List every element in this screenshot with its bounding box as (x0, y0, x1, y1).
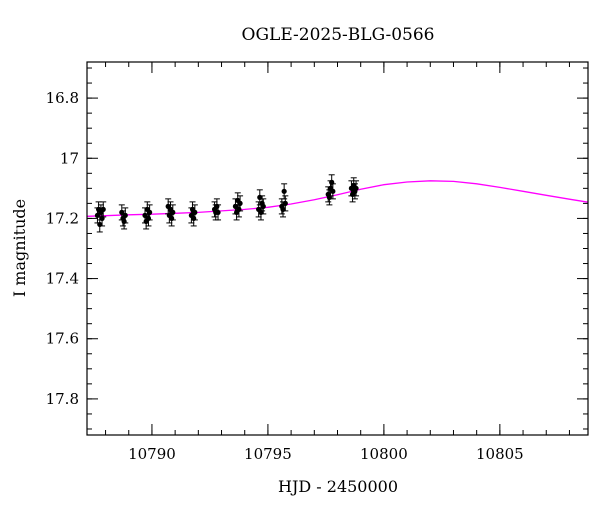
data-point (281, 183, 288, 200)
x-tick-label: 10795 (244, 445, 292, 463)
data-marker (237, 200, 243, 206)
y-tick-label: 17.8 (46, 390, 79, 408)
y-tick-label: 16.8 (46, 89, 79, 107)
data-point (329, 183, 336, 200)
data-point (143, 213, 150, 230)
data-marker (122, 212, 128, 219)
data-point (122, 207, 129, 224)
data-point (100, 201, 107, 218)
data-marker (281, 188, 287, 194)
data-point (169, 204, 176, 221)
data-marker (215, 209, 221, 216)
x-axis-label: HJD - 2450000 (278, 477, 398, 496)
data-point (215, 204, 222, 221)
data-marker (147, 209, 153, 216)
axis-ticks: 10790 10795 10800 10805 16.8 17 17.2 17.4 17.6 17… (46, 62, 588, 463)
x-tick-label: 10790 (128, 445, 176, 463)
data-point (191, 204, 198, 221)
x-tick-label: 10805 (476, 445, 524, 463)
plot-area (86, 174, 589, 233)
y-tick-label: 17.6 (46, 330, 79, 348)
data-marker (353, 185, 359, 191)
x-tick-label: 10800 (360, 445, 408, 463)
data-point (146, 204, 153, 221)
chart-title: OGLE-2025-BLG-0566 (242, 25, 435, 45)
data-marker (330, 188, 336, 194)
data-marker (192, 209, 198, 216)
y-axis-label: I magnitude (10, 199, 29, 297)
data-point (260, 198, 267, 215)
y-tick-label: 17.4 (46, 270, 79, 288)
model-curve (86, 180, 589, 217)
data-point (353, 180, 360, 197)
y-tick-label: 17.2 (46, 209, 79, 227)
y-tick-label: 17 (60, 149, 79, 167)
data-marker (260, 203, 266, 209)
data-marker (170, 209, 176, 216)
data-marker (282, 200, 288, 206)
data-point (282, 195, 289, 212)
data-point (237, 195, 244, 212)
plot-frame (86, 61, 589, 436)
data-marker (100, 206, 106, 212)
